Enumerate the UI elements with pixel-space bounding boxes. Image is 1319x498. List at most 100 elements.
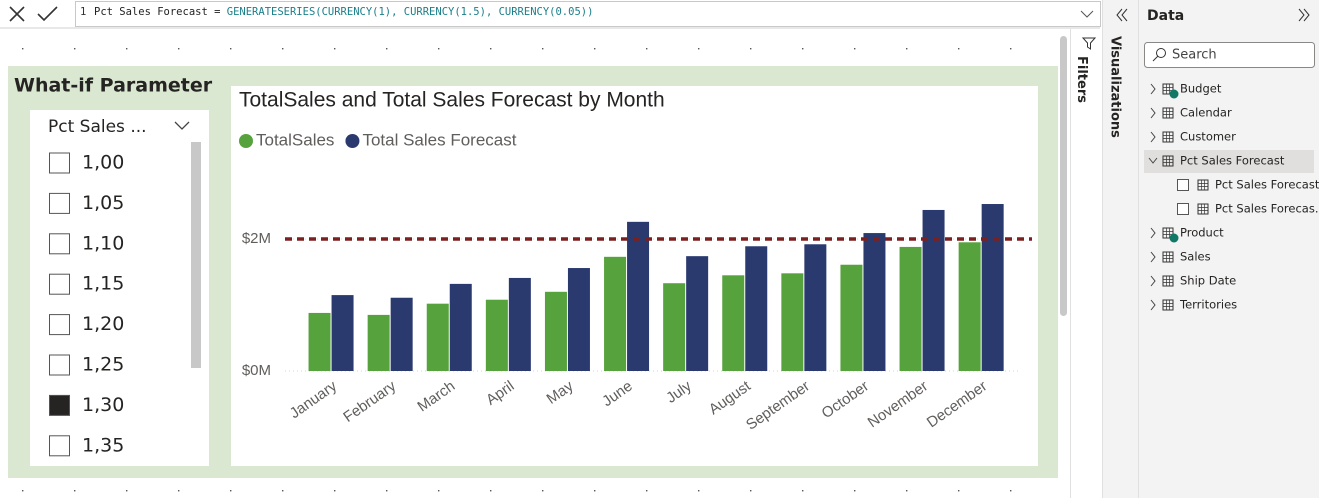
visualizations-strip bbox=[1103, 0, 1138, 498]
bar[interactable] bbox=[485, 299, 508, 371]
formula-text: Pct Sales Forecast = GENERATESERIES(CURR… bbox=[94, 6, 593, 18]
bar[interactable] bbox=[426, 303, 449, 371]
field-name[interactable]: Ship Date bbox=[1180, 274, 1236, 288]
expand-chevron[interactable] bbox=[1150, 275, 1156, 287]
table-icon bbox=[1162, 299, 1174, 311]
search-placeholder[interactable]: Search bbox=[1172, 48, 1217, 63]
expand-visualizations[interactable] bbox=[1116, 8, 1128, 22]
table-icon bbox=[1163, 84, 1173, 94]
bar[interactable] bbox=[390, 297, 413, 371]
expand-chevron[interactable] bbox=[1148, 157, 1158, 164]
bar[interactable] bbox=[604, 256, 627, 371]
formula-bar bbox=[0, 0, 1100, 28]
field-name[interactable]: Pct Sales Forecas... bbox=[1215, 202, 1319, 216]
slicer-item-label[interactable]: 1,20 bbox=[82, 313, 124, 335]
slicer-scrollbar[interactable] bbox=[191, 142, 201, 368]
chart: TotalSales and Total Sales Forecast by M… bbox=[239, 89, 1032, 434]
field-name[interactable]: Sales bbox=[1180, 250, 1211, 264]
slicer-item-label[interactable]: 1,05 bbox=[82, 192, 124, 214]
field-name[interactable]: Territories bbox=[1179, 298, 1237, 312]
filters-label[interactable]: Filters bbox=[1074, 56, 1089, 103]
field-name[interactable]: Pct Sales Forecast bbox=[1180, 154, 1285, 168]
formula-function: GENERATESERIES(CURRENCY(1), CURRENCY(1.5… bbox=[227, 6, 594, 18]
field-checkbox[interactable] bbox=[1177, 179, 1189, 191]
legend-label[interactable]: Total Sales Forecast bbox=[362, 130, 516, 149]
expand-chevron[interactable] bbox=[1150, 227, 1156, 239]
slicer-item-label[interactable]: 1,25 bbox=[82, 354, 124, 376]
slicer-title: Pct Sales ... bbox=[48, 117, 147, 137]
legend-label[interactable]: TotalSales bbox=[256, 130, 334, 149]
bar[interactable] bbox=[367, 314, 390, 371]
bar[interactable] bbox=[544, 291, 567, 371]
bar[interactable] bbox=[308, 312, 331, 371]
field-name[interactable]: Customer bbox=[1180, 130, 1236, 144]
checkbox[interactable] bbox=[49, 435, 70, 457]
table-icon bbox=[1197, 179, 1209, 191]
chart-title: TotalSales and Total Sales Forecast by M… bbox=[239, 89, 665, 112]
bar[interactable] bbox=[745, 246, 768, 371]
search-icon bbox=[1152, 48, 1166, 62]
visualizations-label[interactable]: Visualizations bbox=[1108, 36, 1123, 138]
bar[interactable] bbox=[922, 209, 945, 371]
bar[interactable] bbox=[958, 242, 981, 371]
table-icon bbox=[1162, 83, 1174, 95]
slicer-item-label[interactable]: 1,30 bbox=[82, 394, 124, 416]
formula-input[interactable] bbox=[75, 1, 1101, 27]
expand-chevron[interactable] bbox=[1150, 251, 1156, 263]
expand-chevron[interactable] bbox=[1150, 131, 1156, 143]
checkbox[interactable] bbox=[49, 314, 70, 336]
bar[interactable] bbox=[840, 264, 863, 371]
expand-chevron[interactable] bbox=[1150, 107, 1156, 119]
checkbox[interactable] bbox=[49, 273, 70, 295]
bar[interactable] bbox=[686, 256, 709, 371]
bar[interactable] bbox=[508, 277, 531, 371]
field-name[interactable]: Budget bbox=[1180, 82, 1222, 96]
checkbox[interactable] bbox=[49, 354, 70, 376]
bar[interactable] bbox=[899, 246, 922, 371]
table-icon bbox=[1198, 204, 1208, 214]
bar[interactable] bbox=[781, 273, 804, 371]
slicer-item-label[interactable]: 1,15 bbox=[82, 273, 124, 295]
checkbox[interactable] bbox=[49, 152, 70, 174]
table-icon bbox=[1163, 300, 1173, 310]
selected-row bbox=[1144, 150, 1314, 173]
search-box[interactable] bbox=[1144, 42, 1315, 68]
expand-formula[interactable] bbox=[1080, 10, 1094, 18]
checkbox[interactable] bbox=[49, 192, 70, 214]
expand-chevron[interactable] bbox=[1150, 299, 1156, 311]
checkbox[interactable] bbox=[49, 394, 70, 416]
field-list: Budget Calendar Customer Pct Sales Forecast… bbox=[1144, 82, 1319, 312]
field-name[interactable]: Calendar bbox=[1180, 106, 1232, 120]
formula-name: Pct Sales Forecast = bbox=[94, 6, 220, 18]
bar[interactable] bbox=[863, 233, 886, 371]
bar[interactable] bbox=[331, 295, 354, 371]
field-name[interactable]: Pct Sales Forecast bbox=[1215, 178, 1319, 192]
bar[interactable] bbox=[567, 268, 590, 371]
table-icon bbox=[1162, 131, 1174, 143]
slicer-item-label[interactable]: 1,10 bbox=[82, 232, 124, 254]
slicer-item-label[interactable]: 1,35 bbox=[82, 434, 124, 456]
bar[interactable] bbox=[663, 283, 686, 371]
bar[interactable] bbox=[449, 283, 472, 371]
y-tick-label: $0M bbox=[242, 362, 271, 379]
commit-button[interactable] bbox=[37, 6, 58, 22]
bar[interactable] bbox=[722, 275, 745, 371]
cancel-button[interactable] bbox=[9, 6, 25, 22]
table-icon bbox=[1163, 108, 1173, 118]
slicer-items: 1,00 1,05 1,10 1,15 1,20 1,25 1,30 1,35 bbox=[49, 152, 124, 457]
bar[interactable] bbox=[804, 244, 827, 371]
section-title: What-if Parameter bbox=[14, 75, 213, 97]
collapse-data[interactable] bbox=[1298, 8, 1310, 22]
bar[interactable] bbox=[981, 204, 1004, 371]
field-name[interactable]: Product bbox=[1180, 226, 1224, 240]
expand-chevron[interactable] bbox=[1150, 83, 1156, 95]
bar[interactable] bbox=[627, 221, 650, 371]
slicer-dropdown[interactable] bbox=[174, 121, 190, 130]
canvas-scrollbar[interactable] bbox=[1060, 36, 1067, 316]
line-number: 1 bbox=[80, 6, 86, 18]
field-checkbox[interactable] bbox=[1177, 203, 1189, 215]
table-icon bbox=[1197, 203, 1209, 215]
checkbox[interactable] bbox=[49, 233, 70, 255]
filters-icon[interactable] bbox=[1081, 37, 1097, 50]
slicer-item-label[interactable]: 1,00 bbox=[82, 152, 124, 174]
